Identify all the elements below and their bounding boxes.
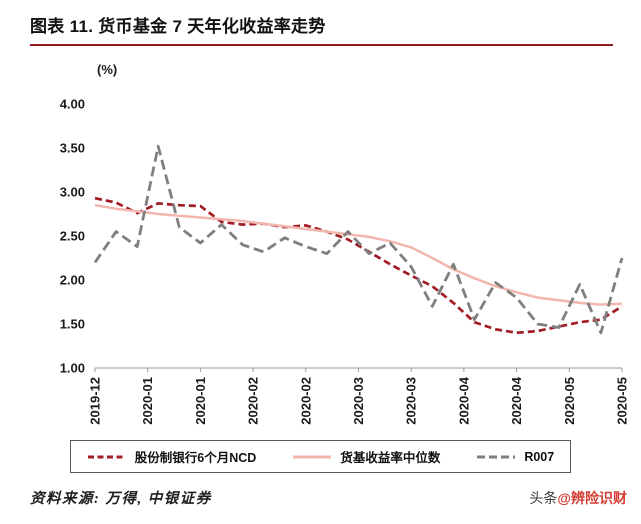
legend-label-r007: R007 xyxy=(524,449,555,464)
x-axis-tick-label: 2020-04 xyxy=(509,376,524,424)
chart-header: 图表 11. 货币基金 7 天年化收益率走势 xyxy=(0,0,641,37)
watermark-handle: @辨险识财 xyxy=(557,490,627,506)
watermark: 头条@辨险识财 xyxy=(529,488,627,508)
legend-item-median: 货基收益率中位数 xyxy=(292,447,440,466)
x-axis-tick-label: 2020-01 xyxy=(140,377,155,425)
chart-footer: 资料来源: 万得, 中银证券 头条@辨险识财 xyxy=(0,473,641,508)
x-axis-tick-label: 2020-02 xyxy=(298,377,313,425)
y-axis-tick-label: 2.50 xyxy=(60,229,85,244)
legend-line-ncd-icon xyxy=(87,455,126,458)
watermark-prefix: 头条 xyxy=(529,490,558,506)
legend-item-r007: R007 xyxy=(476,450,554,464)
legend-line-median-icon xyxy=(293,455,332,458)
x-axis-tick-label: 2020-01 xyxy=(193,377,208,425)
chart-title: 图表 11. 货币基金 7 天年化收益率走势 xyxy=(30,17,326,36)
y-axis-unit-label: (%) xyxy=(97,62,117,77)
legend-line-r007-icon xyxy=(477,455,516,458)
x-axis-tick-label: 2020-05 xyxy=(562,377,577,425)
y-axis-tick-label: 2.00 xyxy=(60,273,85,288)
y-axis-tick-label: 3.50 xyxy=(60,141,85,156)
y-axis-tick-label: 1.50 xyxy=(60,317,85,332)
legend-label-ncd: 股份制银行6个月NCD xyxy=(134,451,257,465)
title-divider xyxy=(30,44,613,46)
series-line-1 xyxy=(94,203,623,306)
x-axis-tick-label: 2020-05 xyxy=(615,377,630,425)
series-line-0 xyxy=(94,196,623,335)
y-axis-tick-label: 4.00 xyxy=(60,97,85,112)
x-axis-tick-label: 2020-03 xyxy=(404,377,419,425)
x-axis-tick-label: 2020-04 xyxy=(456,376,471,424)
legend-item-ncd: 股份制银行6个月NCD xyxy=(87,447,257,466)
legend-label-median: 货基收益率中位数 xyxy=(340,451,441,465)
source-text: 资料来源: 万得, 中银证券 xyxy=(30,491,212,507)
chart-legend: 股份制银行6个月NCD 货基收益率中位数 R007 xyxy=(69,440,572,473)
series-line-2 xyxy=(93,144,624,335)
x-axis-tick-label: 2020-02 xyxy=(246,377,261,425)
x-axis-tick-label: 2020-03 xyxy=(351,377,366,425)
y-axis-tick-label: 1.00 xyxy=(60,361,85,376)
y-axis-tick-label: 3.00 xyxy=(60,185,85,200)
x-axis-tick-label: 2019-12 xyxy=(88,377,103,425)
